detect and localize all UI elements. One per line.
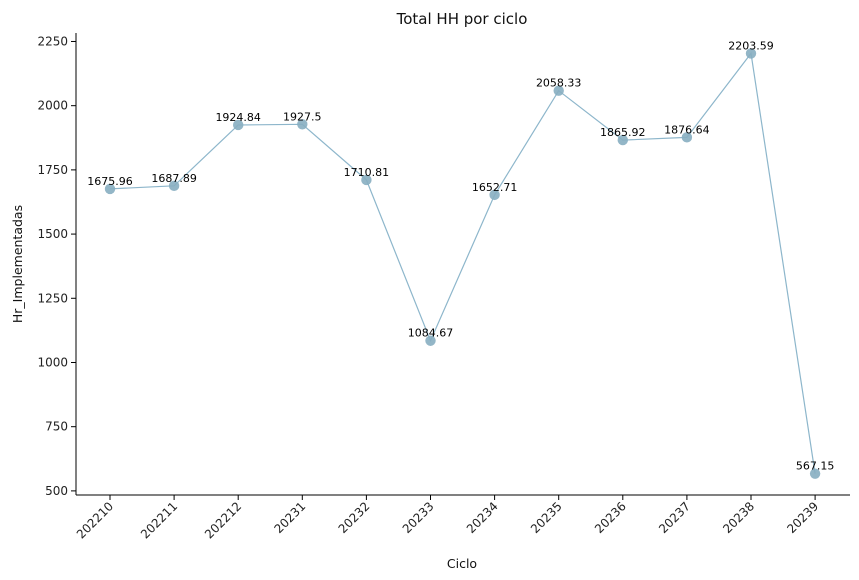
chart-title: Total HH por ciclo	[396, 10, 528, 28]
data-label: 1687.89	[151, 172, 197, 185]
data-label: 567.15	[796, 460, 835, 473]
x-tick-label: 20232	[336, 499, 373, 536]
y-axis-title: Hr_Implementadas	[10, 205, 25, 323]
data-label: 1084.67	[408, 327, 454, 340]
y-tick-label: 1250	[37, 291, 68, 305]
data-point	[361, 174, 372, 186]
data-point	[168, 180, 180, 192]
y-tick-label: 750	[45, 420, 68, 434]
y-tick-label: 2250	[37, 34, 68, 48]
data-point	[104, 183, 116, 195]
y-tick-label: 1750	[37, 163, 68, 177]
data-point	[297, 119, 308, 130]
x-tick-label: 20234	[464, 499, 501, 536]
data-point	[745, 48, 757, 59]
x-tick-label: 20238	[720, 499, 757, 536]
x-tick-label: 20235	[528, 499, 565, 536]
x-tick-label: 20239	[784, 499, 821, 536]
x-tick-label: 20237	[656, 499, 693, 536]
data-label: 1652.71	[472, 181, 518, 194]
data-point	[489, 189, 500, 201]
x-tick-label: 202211	[138, 499, 180, 541]
data-point	[681, 132, 693, 143]
x-tick-label: 202210	[74, 499, 116, 541]
data-label: 1924.84	[215, 111, 261, 124]
data-label: 1675.96	[87, 175, 133, 188]
data-point	[233, 119, 244, 131]
data-label: 1865.92	[600, 126, 646, 139]
x-tick-label: 202212	[202, 499, 244, 541]
y-tick-label: 1000	[37, 355, 68, 369]
series-line	[109, 51, 816, 474]
data-label: 2203.59	[728, 39, 774, 52]
data-point	[617, 134, 628, 146]
x-tick-label: 20233	[400, 499, 437, 536]
y-tick-label: 2000	[37, 99, 68, 113]
data-label: 1876.64	[664, 123, 710, 136]
y-tick-label: 1500	[37, 227, 68, 241]
x-tick-label: 20231	[272, 499, 309, 536]
data-point	[809, 468, 821, 479]
data-point	[553, 85, 564, 96]
y-tick-label: 500	[45, 484, 68, 498]
data-label: 1710.81	[344, 166, 390, 179]
data-label: 1927.5	[283, 110, 322, 123]
data-label: 2058.33	[536, 77, 582, 90]
plot-area: 1675.96 1687.89 1924.84 1927.5 1710.81 1084.6…	[87, 39, 835, 479]
x-axis-title: Ciclo	[447, 556, 477, 571]
x-tick-label: 20236	[592, 499, 629, 536]
data-point	[425, 335, 436, 346]
